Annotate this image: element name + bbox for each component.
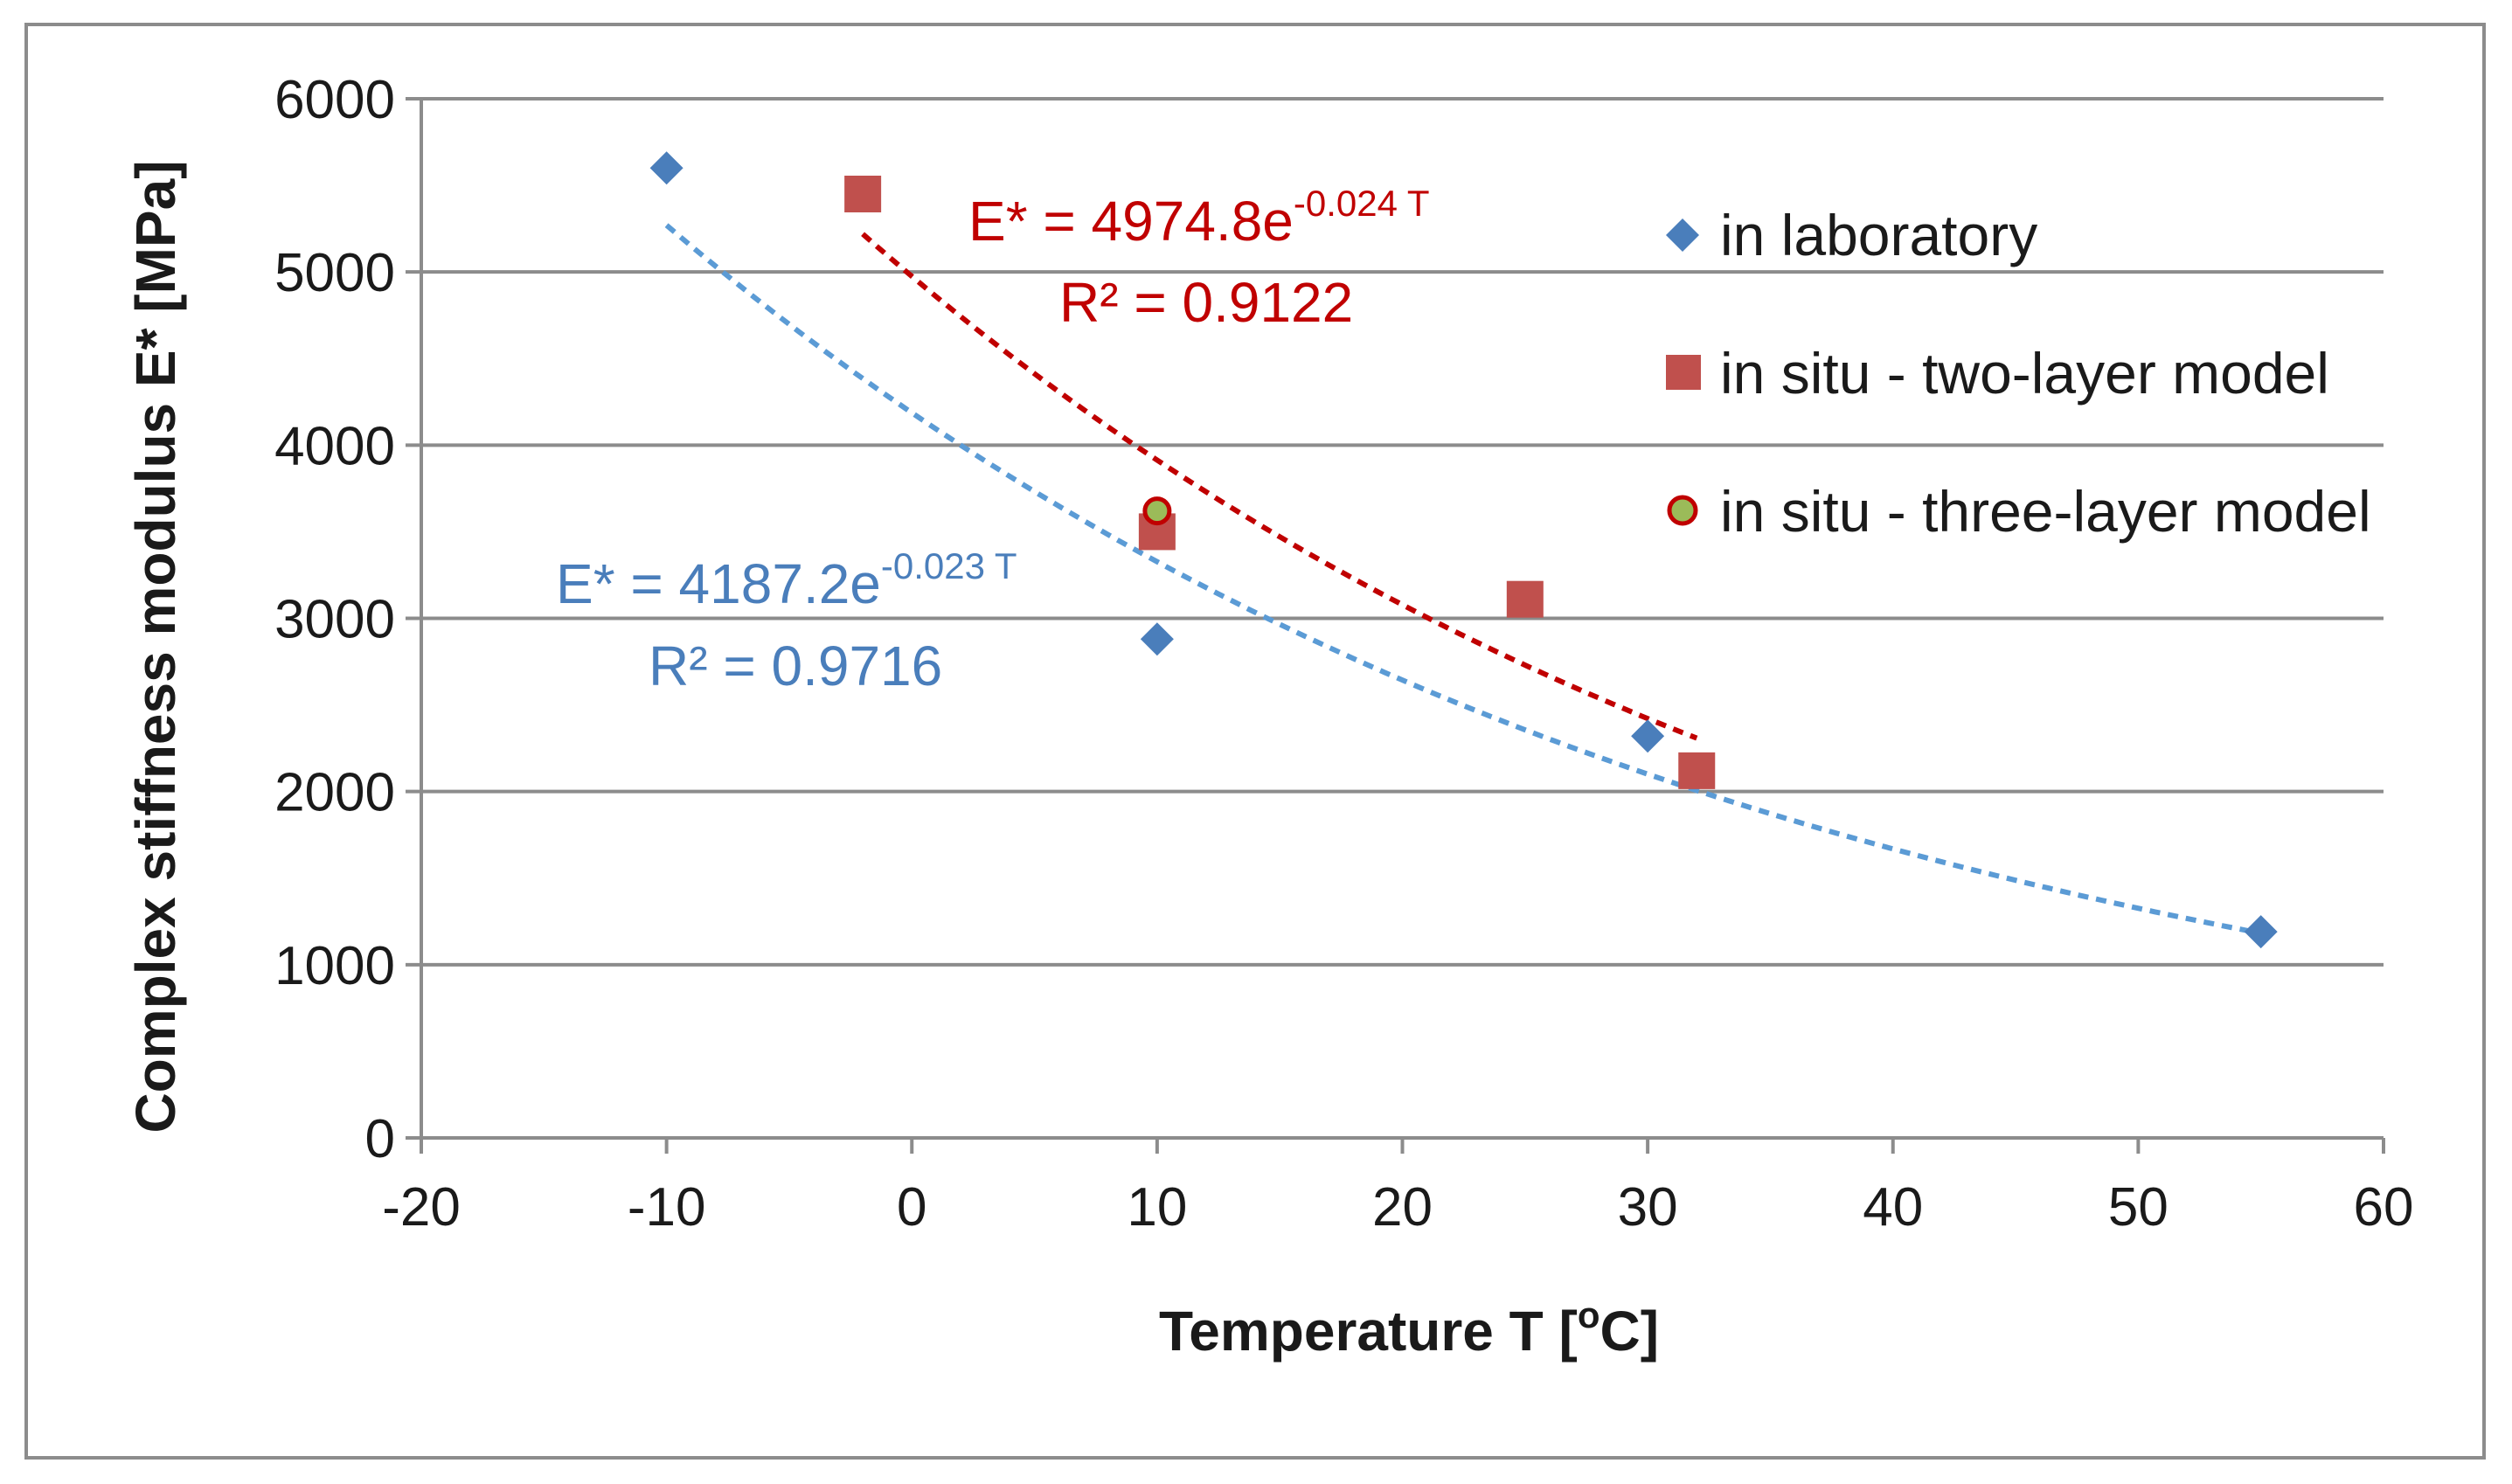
point-series1-2 [1506,580,1544,618]
point-series1-3 [1678,752,1716,789]
x-axis-title-sup: o [1578,1294,1600,1335]
x-tick-label--20: -20 [382,1177,461,1238]
trend-r2-laboratory: R² = 0.9716 [649,635,942,697]
trendline-1 [861,232,1698,741]
point-series0-0 [649,151,684,185]
trend-equation-laboratory-base: E* = 4187.2e [556,552,881,615]
point-series1-0 [844,175,882,212]
chart-frame [24,23,2486,1460]
point-series0-2 [1631,719,1665,753]
data-points [649,151,2278,949]
x-tick-label-40: 40 [1863,1177,1923,1238]
y-tick-label-6000: 6000 [274,70,395,130]
legend: in laboratory in situ - two-layer model … [1666,203,2371,544]
point-series2-0 [1142,496,1172,526]
y-tick-label-2000: 2000 [274,763,395,823]
legend-label-two-layer: in situ - two-layer model [1720,341,2329,406]
x-tick-label--10: -10 [628,1177,706,1238]
trend-r2-two-layer: R² = 0.9122 [1059,271,1353,334]
trend-equation-laboratory: E* = 4187.2e-0.023 T [556,545,1017,615]
axes [406,97,2385,1154]
x-tick-label-60: 60 [2354,1177,2414,1238]
y-axis-title: Complex stiffness modulus E* [MPa] [124,160,187,1133]
x-tick-label-30: 30 [1618,1177,1678,1238]
legend-item-two-layer: in situ - two-layer model [1666,341,2329,406]
x-axis-title-main: Temperature T [ [1159,1300,1578,1363]
point-series0-3 [2244,915,2278,949]
x-axis-title: Temperature T [oC] [1159,1294,1659,1363]
x-tick-label-0: 0 [897,1177,926,1238]
trend-equation-two-layer-exponent: -0.024 T [1294,183,1430,224]
legend-label-laboratory: in laboratory [1720,203,2037,267]
y-tick-label-1000: 1000 [274,936,395,996]
trendline-0 [664,223,2262,936]
trend-equation-laboratory-exponent: -0.023 T [881,545,1017,586]
legend-item-three-layer: in situ - three-layer model [1667,479,2371,544]
y-tick-label-5000: 5000 [274,243,395,303]
x-tick-label-10: 10 [1127,1177,1187,1238]
y-tick-label-0: 0 [365,1109,395,1169]
legend-label-three-layer: in situ - three-layer model [1720,479,2371,544]
trend-equation-two-layer-base: E* = 4974.8e [968,190,1294,253]
point-series0-1 [1140,622,1174,656]
legend-square-marker [1666,355,1701,390]
legend-item-laboratory: in laboratory [1666,203,2037,267]
legend-circle-marker [1667,495,1698,526]
trendlines [664,223,2262,936]
x-tick-label-50: 50 [2108,1177,2169,1238]
y-tick-label-3000: 3000 [274,590,395,650]
tick-labels: 0 1000 2000 3000 4000 5000 6000 -20 -10 0 10 20 30 40… [274,70,2413,1238]
x-tick-label-20: 20 [1372,1177,1433,1238]
legend-diamond-marker [1666,218,1699,252]
gridlines [421,97,2384,967]
y-tick-label-4000: 4000 [274,416,395,476]
x-axis-title-end: C] [1600,1300,1660,1363]
trend-equation-two-layer: E* = 4974.8e-0.024 T [968,183,1430,253]
